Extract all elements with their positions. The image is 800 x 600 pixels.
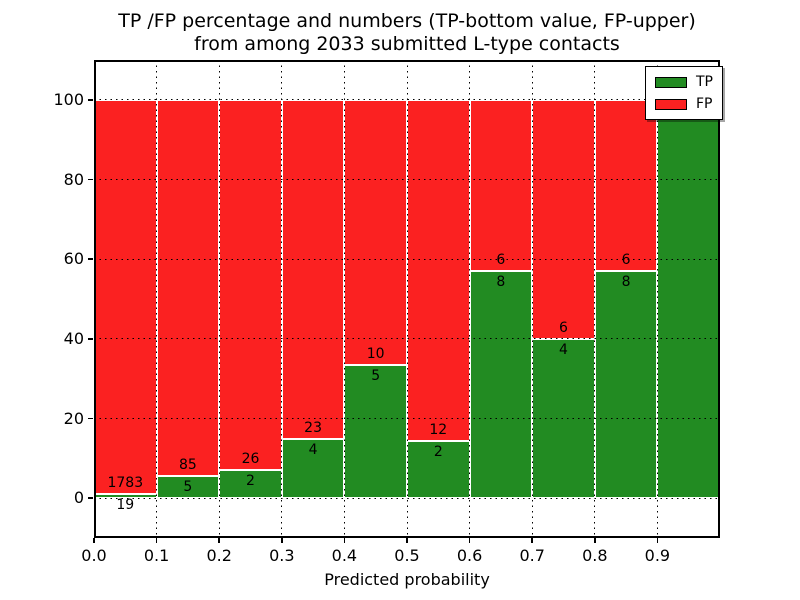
plot-area: Percentage 17831985526223410512268646819… (53, 60, 720, 565)
y-tick (88, 178, 93, 181)
fp-bar-segment (344, 99, 407, 366)
fp-legend-swatch-icon (655, 99, 687, 110)
x-tick (155, 538, 158, 543)
tp-bar-segment (657, 99, 720, 499)
tp-bar-segment (344, 365, 407, 499)
tp-count-label: 4 (308, 442, 318, 459)
x-tick-label: 0.8 (582, 546, 608, 565)
x-tick-label: 0.1 (143, 546, 170, 565)
y-tick (88, 338, 93, 340)
plot-spine-top (94, 60, 720, 62)
x-tick (218, 538, 220, 543)
legend-row-tp: TP (655, 74, 713, 91)
tp-count-label: 2 (246, 472, 255, 489)
y-tick (88, 497, 93, 499)
x-gridline (406, 60, 408, 538)
y-tick-label: 0 (73, 488, 84, 508)
fp-count-label: 12 (429, 422, 448, 439)
x-axis-label: Predicted probability (324, 570, 490, 589)
x-tick-label: 0.4 (331, 546, 358, 565)
y-tick-label: 60 (63, 249, 84, 269)
x-tick-label: 0.0 (81, 546, 107, 565)
tp-legend-swatch-icon (655, 77, 687, 88)
fp-bar-segment (281, 99, 345, 440)
legend-label-fp: FP (696, 96, 713, 112)
x-tick-label: 0.6 (456, 546, 483, 565)
legend-label-tp: TP (696, 74, 713, 90)
x-gridline (156, 60, 158, 538)
y-tick (88, 99, 93, 101)
y-tick-label: 100 (53, 89, 84, 109)
x-gridline (218, 60, 220, 538)
y-tick-label: 40 (63, 328, 84, 348)
plot-spine-left (94, 60, 96, 538)
x-tick (656, 538, 659, 543)
fp-count-label: 85 (178, 457, 197, 474)
tp-bar-segment (219, 469, 282, 499)
tp-bar-segment (594, 270, 658, 499)
x-tick (531, 538, 533, 543)
x-gridline (281, 60, 283, 538)
x-tick (343, 538, 346, 543)
x-gridline (531, 60, 533, 538)
x-tick-label: 0.7 (519, 546, 545, 565)
fp-bar-segment (469, 99, 533, 271)
fp-bar-segment (94, 99, 157, 494)
legend-row-fp: FP (655, 96, 713, 113)
fp-count-label: 26 (241, 450, 260, 467)
x-gridline (656, 60, 658, 538)
x-tick (468, 538, 471, 543)
plot-spine-bottom (94, 536, 720, 538)
x-gridline (469, 60, 471, 538)
fp-count-label: 1783 (107, 474, 144, 491)
fp-count-label: 6 (621, 251, 631, 268)
y-tick-label: 80 (63, 169, 84, 189)
legend: TP FP (645, 66, 723, 120)
x-gridline (594, 60, 596, 538)
tp-count-label: 5 (183, 479, 193, 496)
tp-count-label: 2 (433, 444, 443, 461)
fp-bar-segment (156, 99, 220, 477)
tp-count-label: 8 (496, 273, 506, 290)
plot-spine-right (718, 60, 720, 538)
fp-bar-segment (219, 99, 282, 470)
x-tick-label: 0.5 (394, 546, 420, 565)
tp-count-label: 8 (621, 273, 631, 290)
x-tick-label: 0.3 (269, 546, 295, 565)
fp-bar-segment (532, 99, 595, 339)
fp-count-label: 10 (366, 346, 385, 363)
fp-count-label: 6 (496, 251, 506, 268)
fp-bar-segment (407, 99, 470, 442)
x-gridline (343, 60, 345, 538)
fp-count-label: 6 (559, 319, 568, 336)
x-tick-label: 0.9 (644, 546, 671, 565)
x-tick (594, 538, 596, 543)
fp-count-label: 23 (304, 420, 322, 437)
x-tick (93, 538, 95, 543)
x-tick-label: 0.2 (206, 546, 232, 565)
tp-count-label: 19 (116, 496, 135, 513)
fp-bar-segment (594, 99, 658, 271)
chart-title-line2: from among 2033 submitted L-type contact… (194, 33, 620, 55)
chart-title: TP /FP percentage and numbers (TP-bottom… (94, 10, 720, 56)
y-tick (88, 258, 93, 260)
chart-title-line1: TP /FP percentage and numbers (TP-bottom… (118, 10, 696, 32)
tp-count-label: 4 (559, 341, 568, 358)
tp-count-label: 5 (371, 368, 381, 385)
x-tick (406, 538, 408, 543)
x-tick (281, 538, 283, 543)
tp-bar-segment (469, 270, 533, 499)
y-tick (88, 417, 93, 420)
y-tick-label: 20 (63, 408, 84, 428)
